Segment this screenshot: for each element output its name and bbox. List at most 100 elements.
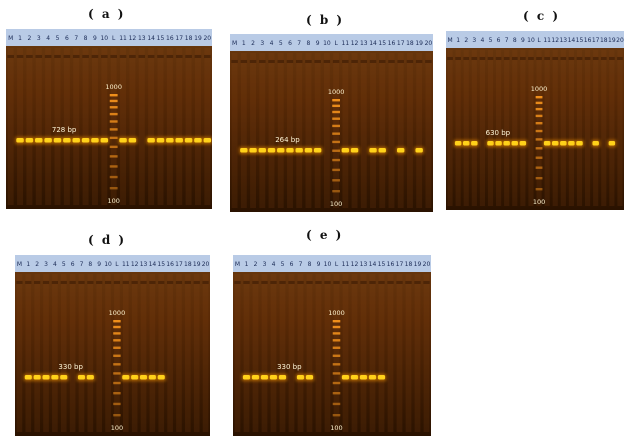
well	[261, 281, 268, 284]
lane-streak	[528, 50, 534, 206]
lane-streak	[25, 274, 32, 432]
well	[25, 281, 32, 284]
lane-number: 8	[84, 35, 88, 42]
lane-streak	[193, 274, 200, 432]
lane-streak	[17, 48, 24, 205]
lane-number: M	[8, 35, 13, 42]
pcr-band	[128, 138, 137, 143]
well	[379, 60, 386, 63]
well	[268, 60, 275, 63]
pcr-band	[148, 375, 156, 380]
pcr-band	[60, 375, 68, 380]
well	[560, 57, 567, 60]
lane-number: 7	[505, 37, 509, 44]
well	[35, 55, 43, 58]
lane-number: 19	[414, 261, 422, 268]
well	[576, 57, 583, 60]
pcr-band	[519, 141, 527, 146]
ladder-band	[535, 129, 543, 133]
lane-number: 15	[157, 35, 165, 42]
lane-number: 13	[138, 35, 146, 42]
ladder-band	[113, 332, 121, 335]
lane-streak	[234, 274, 241, 432]
lane-number: 11	[342, 40, 350, 47]
lane-number: 15	[157, 261, 165, 268]
lane-number: 1	[18, 35, 22, 42]
pcr-band	[203, 138, 212, 143]
ladder-label-top: 1000	[328, 88, 345, 96]
well	[544, 57, 550, 60]
lane-streak	[34, 274, 40, 432]
ladder-band	[109, 136, 118, 140]
lane-streak	[305, 53, 312, 208]
pcr-band	[286, 148, 294, 153]
well	[51, 281, 58, 284]
well	[333, 281, 340, 284]
lane-number: M	[235, 261, 240, 268]
well	[536, 57, 542, 60]
lane-number: 2	[464, 37, 468, 44]
pcr-band	[25, 138, 34, 143]
ladder-band	[332, 117, 340, 120]
lane-number: 13	[360, 40, 368, 47]
lane-streak	[129, 48, 136, 205]
pcr-band	[260, 375, 269, 380]
well	[305, 60, 312, 63]
lane-number: 9	[97, 261, 101, 268]
lane-number: 10	[100, 35, 108, 42]
lane-streak	[342, 274, 349, 432]
pcr-band	[184, 138, 193, 143]
lane-number: 11	[119, 35, 127, 42]
ladder-band	[332, 149, 340, 152]
lane-number: 9	[316, 40, 320, 47]
well	[314, 60, 321, 63]
well	[520, 57, 526, 60]
well	[511, 57, 518, 60]
well	[295, 60, 303, 63]
lane-streak	[16, 274, 23, 432]
ladder-band	[109, 175, 118, 179]
ladder-band	[113, 339, 121, 342]
lane-number: 15	[576, 37, 584, 44]
pcr-band	[341, 375, 350, 380]
band-size-label: 330 bp	[277, 363, 302, 371]
ladder-band	[332, 414, 341, 417]
well	[249, 60, 257, 63]
lane-streak	[131, 274, 138, 432]
lane-number: 2	[254, 261, 258, 268]
lane-number: L	[537, 37, 541, 44]
lane-number: 11	[543, 37, 551, 44]
well	[16, 55, 24, 58]
well	[297, 281, 304, 284]
lane-number: 14	[149, 261, 157, 268]
pcr-band	[240, 148, 248, 153]
well	[166, 55, 174, 58]
pcr-band	[511, 141, 519, 146]
panel-label-b: ( b )	[306, 13, 345, 27]
ladder-band	[332, 158, 340, 162]
lane-number: 11	[122, 261, 130, 268]
lane-number: 1	[456, 37, 460, 44]
pcr-band	[543, 141, 551, 146]
well	[72, 55, 80, 58]
ladder-band	[113, 402, 121, 406]
lane-streak	[601, 50, 607, 206]
ladder-band	[332, 354, 341, 357]
well	[54, 55, 61, 58]
well	[388, 60, 395, 63]
lane-streak	[479, 50, 485, 206]
lane-number: 15	[378, 40, 386, 47]
well	[369, 281, 376, 284]
ladder-band	[109, 112, 118, 116]
ladder-band	[332, 140, 340, 144]
pcr-band	[341, 148, 350, 153]
well	[87, 281, 94, 284]
lane-number: 20	[423, 261, 431, 268]
pcr-band	[369, 148, 377, 153]
lane-streak	[243, 274, 250, 432]
lane-streak	[52, 274, 58, 432]
band-size-label: 330 bp	[58, 363, 83, 371]
well	[495, 57, 502, 60]
well	[26, 55, 33, 58]
lane-number: 18	[406, 40, 414, 47]
